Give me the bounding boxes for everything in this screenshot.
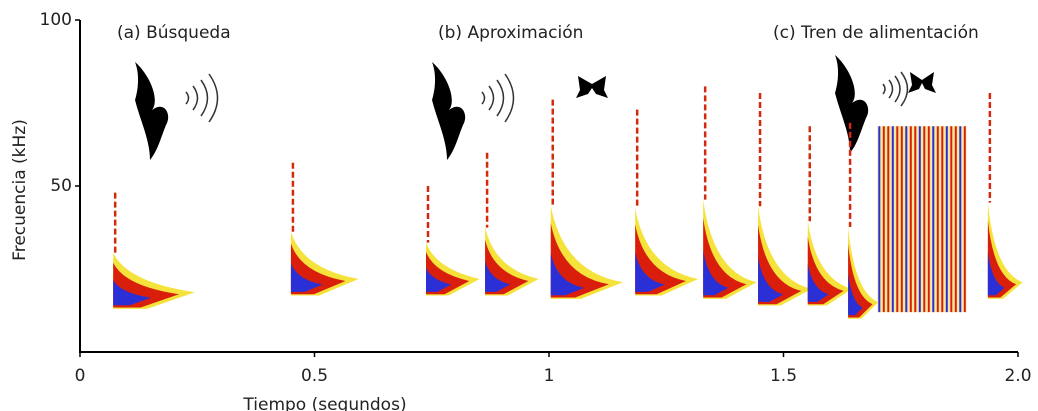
call bbox=[807, 126, 852, 306]
y-axis-label: Frecuencia (kHz) bbox=[10, 119, 30, 261]
call bbox=[290, 162, 359, 296]
y-tick-label: 50 bbox=[50, 176, 72, 196]
x-tick-label: 0 bbox=[75, 366, 86, 386]
x-tick-label: 1.5 bbox=[770, 366, 797, 386]
x-tick-label: 1 bbox=[544, 366, 555, 386]
call-part bbox=[987, 251, 1005, 296]
x-tick-label: 2.0 bbox=[1004, 366, 1031, 386]
call-part bbox=[485, 261, 511, 292]
buzz bbox=[877, 126, 967, 313]
sound-waves bbox=[185, 71, 909, 123]
moth-icon bbox=[576, 72, 936, 98]
call bbox=[848, 122, 879, 319]
x-axis-label: Tiempo (segundos) bbox=[242, 395, 406, 411]
y-tick-label: 100 bbox=[40, 10, 72, 30]
call-part bbox=[703, 250, 729, 296]
x-tick-label: 0.5 bbox=[301, 366, 328, 386]
call-part bbox=[113, 280, 152, 306]
call bbox=[425, 186, 480, 296]
call-part bbox=[290, 263, 323, 292]
call-part bbox=[758, 224, 802, 305]
annotation: (c) Tren de alimentación bbox=[773, 23, 979, 43]
annotation: (a) Búsqueda bbox=[117, 23, 231, 43]
call-part bbox=[703, 218, 747, 298]
buzz-area bbox=[877, 126, 967, 313]
call-part bbox=[807, 263, 829, 302]
call bbox=[758, 93, 812, 306]
call-part bbox=[425, 268, 452, 292]
annotation: (b) Aproximación bbox=[438, 23, 583, 43]
call-part bbox=[848, 273, 863, 316]
call bbox=[113, 192, 195, 309]
call-part bbox=[550, 222, 610, 298]
call-part bbox=[635, 252, 665, 292]
call bbox=[987, 93, 1023, 299]
bat-icon bbox=[135, 55, 869, 160]
call bbox=[550, 99, 624, 299]
call-part bbox=[758, 257, 784, 302]
call-part bbox=[550, 253, 585, 296]
call bbox=[703, 86, 757, 299]
call bbox=[485, 152, 539, 296]
call bbox=[635, 109, 699, 296]
